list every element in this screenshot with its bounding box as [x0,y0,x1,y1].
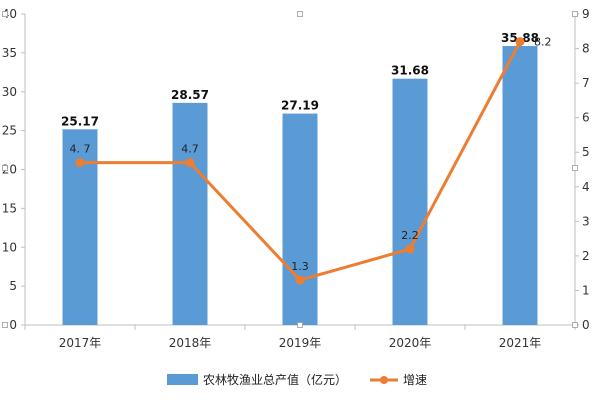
line-data-label: 4.7 [181,143,199,156]
x-tick-label: 2019年 [279,336,322,350]
selection-handle [572,165,578,171]
bar-data-label: 27.19 [281,99,319,113]
left-tick-label: 35 [2,46,17,60]
bar-data-label: 31.68 [391,64,429,78]
line-series: 4. 7 4.7 1.3 2.2 8.2 [70,36,552,285]
line-point [75,158,85,168]
bar [172,102,208,325]
selection-handle [2,165,8,171]
right-tick-label: 6 [582,111,590,125]
bar-data-label: 25.17 [61,114,99,128]
line-point [405,244,415,254]
x-tick-label: 2018年 [169,336,212,350]
line-point [295,275,305,285]
selection-handle [297,322,303,328]
legend: 农林牧渔业总产值（亿元） 增速 [167,372,427,387]
left-tick-label: 30 [2,85,17,99]
line-point [185,158,195,168]
x-tick-label: 2020年 [389,336,432,350]
right-tick-label: 4 [582,180,590,194]
right-tick-label: 1 [582,283,590,297]
line-data-label: 8.2 [534,36,552,49]
right-tick-label: 7 [582,76,590,90]
left-tick-label: 0 [9,318,17,332]
left-tick-label: 15 [2,201,17,215]
selection-handles [2,11,578,328]
right-tick-label: 3 [582,214,590,228]
line-data-label: 4. 7 [70,143,91,156]
right-tick-label: 0 [582,318,590,332]
left-tick-label: 25 [2,124,17,138]
right-tick-label: 2 [582,249,590,263]
legend-label-line: 增速 [403,373,427,387]
left-tick-label: 10 [2,240,17,254]
bar-data-label: 28.57 [171,88,209,102]
selection-handle [2,11,8,17]
right-tick-label: 8 [582,42,590,56]
selection-handle [2,322,8,328]
x-tick-label: 2017年 [59,336,102,350]
bar [502,46,538,326]
line-point [515,37,525,47]
left-tick-label: 40 [2,7,17,21]
selection-handle [297,11,303,17]
line-data-label: 1.3 [291,260,309,273]
x-tick-label: 2021年 [499,336,542,350]
legend-swatch-bar [167,374,198,385]
right-tick-label: 5 [582,145,590,159]
bar [392,78,428,325]
selection-handle [572,11,578,17]
line-data-label: 2.2 [401,229,419,242]
left-tick-label: 5 [9,279,17,293]
legend-swatch-marker [380,376,388,384]
selection-handle [572,322,578,328]
legend-label-bar: 农林牧渔业总产值（亿元） [203,372,347,387]
bar [282,113,318,325]
right-tick-label: 9 [582,7,590,21]
